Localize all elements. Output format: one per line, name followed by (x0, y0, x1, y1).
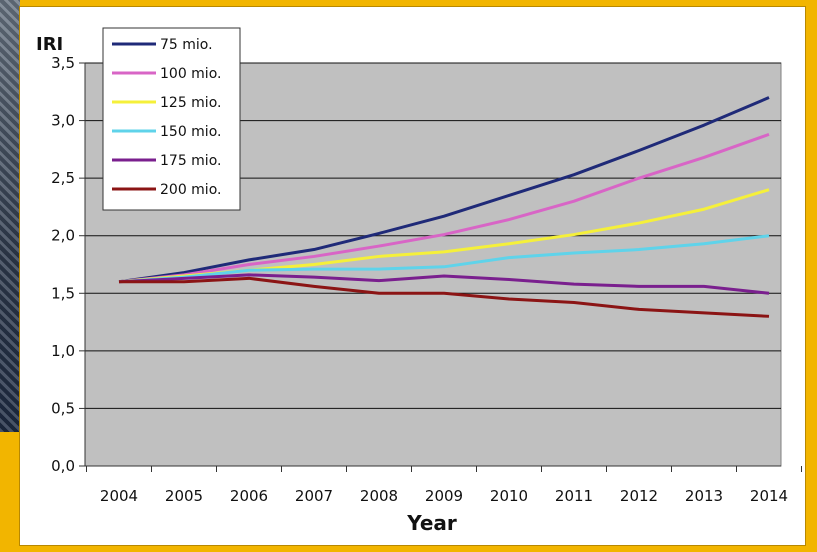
x-tick-label: 2011 (555, 487, 593, 505)
legend-label: 100 mio. (160, 66, 221, 82)
legend-label: 125 mio. (160, 95, 221, 111)
y-tick-label: 3,5 (51, 54, 75, 72)
legend: 75 mio. 100 mio. 125 mio. 150 mio. 175 mio. 2… (102, 27, 241, 211)
series-lines (118, 96, 770, 318)
series-line-5 (119, 276, 770, 318)
series-line-1 (118, 132, 770, 284)
y-tick-label: 2,0 (51, 227, 75, 245)
legend-label: 200 mio. (160, 182, 221, 198)
legend-box (102, 27, 241, 211)
x-tick-label: 2008 (360, 487, 398, 505)
y-tick-label: 1,0 (51, 342, 75, 360)
x-tick-label: 2012 (620, 487, 658, 505)
legend-label: 75 mio. (160, 37, 213, 53)
axes (84, 63, 781, 467)
y-tick-label: 1,5 (51, 284, 75, 302)
y-tick-label: 2,5 (51, 169, 75, 187)
x-tick-label: 2013 (685, 487, 723, 505)
y-tick-label: 0,0 (51, 457, 75, 475)
series-line-0 (118, 96, 770, 284)
x-tick-label: 2006 (230, 487, 268, 505)
x-axis-title: Year (406, 511, 457, 535)
series-line-3 (118, 234, 770, 284)
x-tick-label: 2009 (425, 487, 463, 505)
legend-label: 175 mio. (160, 153, 221, 169)
x-tick-label: 2004 (100, 487, 138, 505)
legend-label: 150 mio. (160, 124, 221, 140)
y-tick-label: 3,0 (51, 112, 75, 130)
x-tick-label: 2007 (295, 487, 333, 505)
y-axis-title: IRI (36, 34, 63, 55)
series-line-4 (118, 273, 770, 295)
x-tick-label: 2010 (490, 487, 528, 505)
x-tick-label: 2005 (165, 487, 203, 505)
x-tick-label: 2014 (750, 487, 788, 505)
y-tick-label: 0,5 (51, 399, 75, 417)
y-tick-labels: 0,0 0,5 1,0 1,5 2,0 2,5 3,0 3,5 (51, 54, 85, 475)
background-photo-strip (0, 0, 20, 432)
x-tick-labels: 2004 2005 2006 2007 2008 2009 2010 2011 2012 2013… (86, 466, 802, 505)
